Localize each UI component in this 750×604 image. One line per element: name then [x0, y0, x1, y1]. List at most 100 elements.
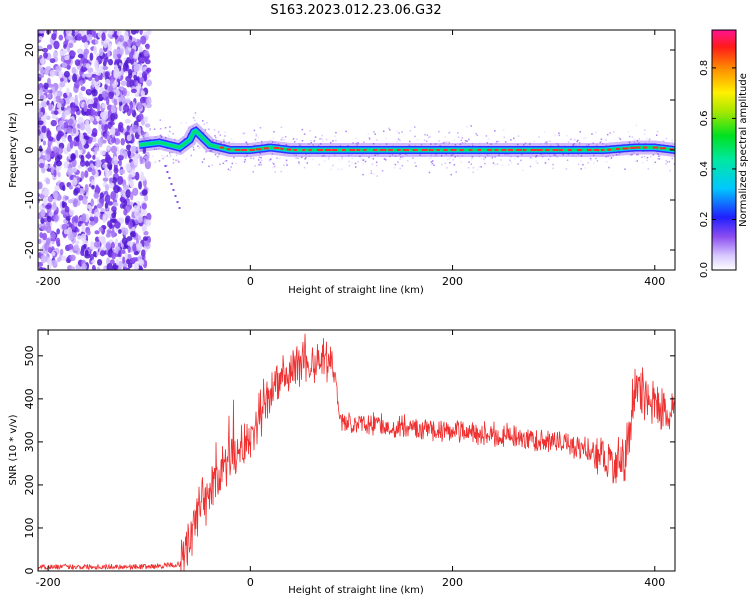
halo-dot	[572, 154, 574, 157]
halo-dot	[232, 141, 235, 144]
halo-dot	[304, 158, 306, 160]
halo-dot	[552, 167, 554, 170]
halo-dot	[164, 149, 167, 151]
noise-blob	[104, 156, 111, 163]
halo-dot	[429, 135, 431, 138]
halo-dot	[259, 126, 262, 129]
halo-dot	[329, 145, 332, 147]
noise-blob	[127, 38, 132, 48]
halo-dot	[389, 128, 391, 131]
halo-dot	[472, 144, 474, 147]
halo-dot	[583, 137, 585, 140]
halo-dot	[472, 171, 475, 174]
noise-blob	[146, 79, 153, 87]
halo-dot	[218, 155, 221, 158]
halo-dot	[398, 132, 400, 134]
noise-blob	[49, 69, 55, 78]
halo-dot	[188, 144, 191, 147]
noise-blob	[43, 67, 50, 76]
noise-blob	[67, 231, 75, 241]
noise-blob	[56, 228, 60, 235]
halo-dot	[213, 129, 216, 131]
noise-blob	[56, 147, 64, 155]
halo-dot	[392, 144, 394, 147]
signal-peak	[280, 147, 284, 150]
snr-y-tick-label: 400	[23, 388, 36, 409]
halo-dot	[227, 168, 230, 171]
noise-blob	[93, 241, 100, 248]
halo-dot	[460, 139, 463, 142]
halo-dot	[220, 141, 222, 144]
halo-dot	[567, 141, 570, 143]
noise-blob	[46, 215, 52, 223]
halo-dot	[145, 137, 147, 139]
halo-dot	[375, 161, 378, 164]
signal-peak	[643, 146, 648, 149]
noise-blob	[89, 216, 95, 222]
noise-blob	[137, 216, 143, 224]
noise-blob	[73, 244, 80, 251]
noise-blob	[80, 233, 87, 242]
halo-dot	[452, 159, 454, 161]
halo-dot	[200, 129, 203, 131]
snr-y-tick-label: 500	[23, 345, 36, 366]
noise-blob	[102, 177, 109, 182]
halo-dot	[341, 155, 343, 158]
noise-blob	[105, 151, 109, 158]
noise-blob	[70, 153, 76, 161]
noise-blob	[106, 229, 112, 235]
noise-blob	[104, 184, 110, 191]
noise-blob	[94, 59, 99, 69]
halo-dot	[457, 155, 459, 157]
halo-dot	[150, 162, 153, 164]
noise-blob	[85, 72, 92, 78]
halo-dot	[446, 158, 449, 161]
halo-dot	[496, 163, 499, 166]
noise-blob	[64, 55, 70, 61]
signal-peak	[487, 149, 492, 151]
halo-dot	[457, 132, 459, 134]
halo-dot	[452, 153, 454, 156]
halo-dot	[323, 160, 326, 162]
halo-dot	[142, 135, 145, 138]
halo-dot	[445, 141, 448, 143]
halo-dot	[254, 164, 257, 167]
noise-blob	[79, 79, 84, 87]
halo-dot	[197, 145, 199, 148]
noise-blob	[104, 202, 109, 209]
halo-dot	[216, 155, 219, 158]
noise-blob	[101, 90, 108, 99]
noise-blob	[67, 199, 74, 204]
noise-blob	[56, 102, 62, 109]
halo-dot	[202, 131, 205, 134]
halo-dot	[384, 159, 387, 161]
halo-dot	[280, 126, 283, 129]
noise-blob	[39, 232, 44, 239]
halo-dot	[260, 164, 262, 166]
halo-dot	[252, 157, 255, 160]
halo-dot	[158, 160, 161, 162]
halo-dot	[398, 154, 400, 156]
signal-peak	[501, 149, 507, 151]
spectrogram-axes: -200 0 200 400 -20 -10 0 10 20	[23, 30, 675, 288]
noise-blob	[94, 74, 100, 82]
noise-blob	[52, 97, 57, 104]
noise-blob	[127, 245, 131, 254]
noise-blob	[84, 170, 89, 178]
halo-dot	[475, 132, 477, 135]
halo-dot	[547, 158, 550, 161]
halo-dot	[252, 171, 254, 173]
halo-dot	[501, 164, 504, 167]
noise-blob	[86, 34, 93, 41]
noise-blob	[107, 58, 114, 66]
noise-blob	[53, 192, 58, 200]
halo-dot	[628, 141, 631, 144]
noise-blob	[63, 70, 70, 78]
halo-dot	[453, 164, 456, 166]
halo-dot	[261, 143, 264, 145]
noise-blob	[99, 150, 107, 156]
halo-dot	[245, 141, 248, 144]
noise-blob	[67, 118, 74, 126]
halo-dot	[557, 143, 559, 145]
halo-dot	[210, 150, 213, 152]
